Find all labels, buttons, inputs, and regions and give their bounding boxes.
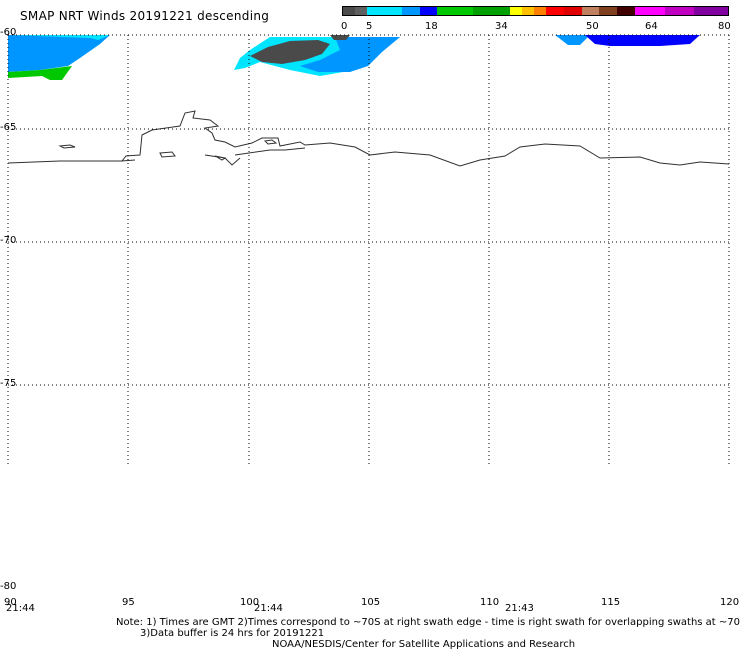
lon-label-110e: 110 xyxy=(480,597,500,608)
colorbar-segment xyxy=(694,7,728,15)
colorbar-label-64: 64 xyxy=(645,21,658,32)
colorbar-label-18: 18 xyxy=(425,21,438,32)
credit-line: NOAA/NESDIS/Center for Satellite Applica… xyxy=(272,639,576,650)
swath-mid-calm-top xyxy=(330,35,350,40)
lon-label-90e: 90 xyxy=(4,597,17,608)
map-title: SMAP NRT Winds 20191221 descending xyxy=(20,9,270,23)
colorbar-segment xyxy=(563,7,582,15)
colorbar-segment xyxy=(581,7,600,15)
colorbar-segment xyxy=(402,7,421,15)
lon-label-100e: 100 xyxy=(240,597,260,608)
colorbar-segment xyxy=(366,7,403,15)
swath-mid-blue xyxy=(300,37,400,72)
swath-right-light xyxy=(555,35,590,45)
lat-label-65s: -65 xyxy=(0,122,17,133)
lon-label-115e: 115 xyxy=(601,597,621,608)
antarctic-coastline xyxy=(7,110,730,167)
swath-left-green xyxy=(8,66,72,80)
colorbar-segment xyxy=(472,7,511,15)
colorbar-segment xyxy=(343,7,355,15)
lat-label-70s: -70 xyxy=(0,235,17,246)
colorbar-segment xyxy=(354,7,367,15)
colorbar-segment xyxy=(534,7,546,15)
swath-right-blue xyxy=(585,35,700,46)
colorbar-segment xyxy=(510,7,523,15)
lon-label-95e: 95 xyxy=(122,597,135,608)
wind-swaths xyxy=(8,35,700,80)
colorbar-segment xyxy=(437,7,473,15)
note-line-1: Note: 1) Times are GMT 2)Times correspon… xyxy=(116,617,740,628)
swath-time-1: 21:44 xyxy=(6,603,35,614)
colorbar-segment xyxy=(664,7,695,15)
lat-label-75s: -75 xyxy=(0,378,17,389)
colorbar-label-0: 0 xyxy=(341,21,348,32)
colorbar-label-50: 50 xyxy=(586,21,599,32)
wind-speed-colorbar xyxy=(342,6,729,16)
colorbar-label-80: 80 xyxy=(718,21,731,32)
map-graticule xyxy=(7,34,730,465)
lat-label-60s: -60 xyxy=(0,27,17,38)
lon-label-120e: 120 xyxy=(720,597,740,608)
colorbar-segment xyxy=(545,7,564,15)
swath-time-3: 21:43 xyxy=(505,603,534,614)
colorbar-segment xyxy=(599,7,618,15)
note-line-2: 3)Data buffer is 24 hrs for 20191221 xyxy=(140,628,325,639)
swath-left-blue xyxy=(8,35,110,72)
lat-label-80s: -80 xyxy=(0,581,17,592)
colorbar-label-5: 5 xyxy=(366,21,373,32)
colorbar-segment xyxy=(634,7,665,15)
swath-left-light xyxy=(8,35,110,40)
colorbar-segment xyxy=(420,7,438,15)
colorbar-segment xyxy=(522,7,534,15)
swath-time-2: 21:44 xyxy=(254,603,283,614)
colorbar-segment xyxy=(617,7,635,15)
swath-mid-calm xyxy=(250,40,330,64)
colorbar-label-34: 34 xyxy=(495,21,508,32)
lon-label-105e: 105 xyxy=(361,597,381,608)
